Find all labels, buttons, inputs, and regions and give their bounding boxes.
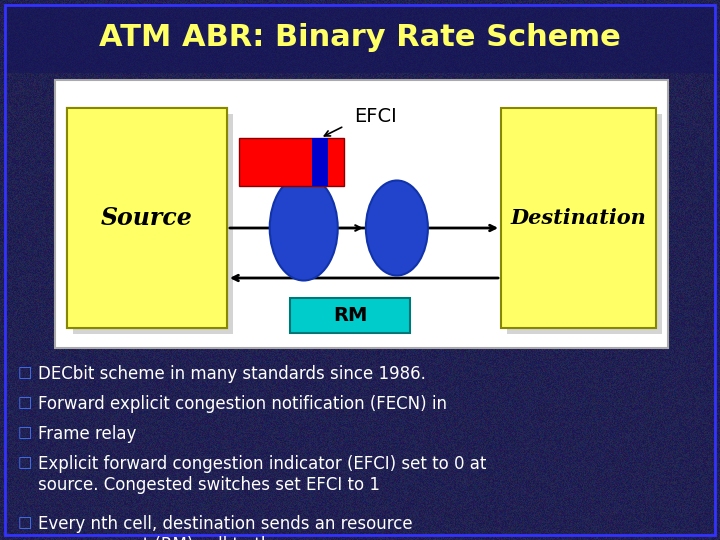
Ellipse shape bbox=[270, 176, 338, 280]
Text: □: □ bbox=[18, 455, 32, 470]
Bar bbox=[312, 138, 328, 186]
Bar bbox=[239, 138, 343, 186]
Text: Source: Source bbox=[101, 206, 193, 230]
Text: Frame relay: Frame relay bbox=[38, 425, 136, 443]
Text: □: □ bbox=[18, 365, 32, 380]
Text: Every nth cell, destination sends an resource
management (RM) cell to the source: Every nth cell, destination sends an res… bbox=[38, 515, 413, 540]
Text: RM: RM bbox=[333, 306, 367, 325]
Text: □: □ bbox=[18, 395, 32, 410]
Text: □: □ bbox=[18, 515, 32, 530]
Ellipse shape bbox=[366, 180, 428, 275]
Text: EFCI: EFCI bbox=[354, 106, 397, 125]
Bar bbox=[55, 80, 668, 348]
Bar bbox=[501, 108, 656, 328]
Text: □: □ bbox=[18, 425, 32, 440]
Bar bbox=[5, 5, 715, 73]
Bar bbox=[290, 298, 410, 333]
Bar bbox=[73, 114, 233, 334]
Bar bbox=[507, 114, 662, 334]
Text: Destination: Destination bbox=[510, 208, 647, 228]
Text: Explicit forward congestion indicator (EFCI) set to 0 at
source. Congested switc: Explicit forward congestion indicator (E… bbox=[38, 455, 487, 495]
Text: Forward explicit congestion notification (FECN) in: Forward explicit congestion notification… bbox=[38, 395, 447, 413]
Text: ATM ABR: Binary Rate Scheme: ATM ABR: Binary Rate Scheme bbox=[99, 24, 621, 52]
Bar bbox=[67, 108, 227, 328]
Text: DECbit scheme in many standards since 1986.: DECbit scheme in many standards since 19… bbox=[38, 365, 426, 383]
